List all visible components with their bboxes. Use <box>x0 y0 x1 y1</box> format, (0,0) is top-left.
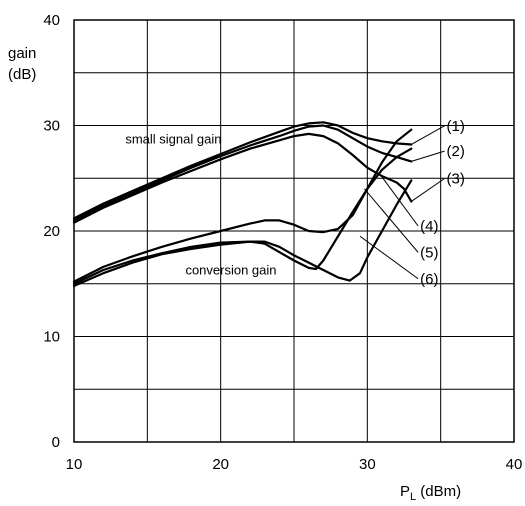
x-axis-label: PL (dBm) <box>400 483 461 503</box>
label-leader <box>411 150 445 162</box>
y-tick-label: 20 <box>43 223 60 240</box>
x-axis-label-subscript: L <box>410 491 416 503</box>
curve-label: (4) <box>420 218 438 235</box>
label-leader <box>411 125 445 145</box>
y-tick-label: 0 <box>52 434 60 451</box>
tick-labels: 10 20 30 40 0 10 20 30 40 <box>43 12 522 473</box>
x-tick-label: 20 <box>212 456 229 473</box>
series-line <box>72 121 413 220</box>
x-axis-label-main: P <box>400 483 410 500</box>
y-tick-label: 10 <box>43 329 60 346</box>
y-axis-label-line1: gain <box>8 45 36 62</box>
x-tick-label: 40 <box>506 456 523 473</box>
curve-label: (3) <box>447 171 465 188</box>
curve-annotation: small signal gain <box>125 131 221 146</box>
x-axis-label-unit: (dBm) <box>416 483 461 500</box>
series-line <box>72 124 413 222</box>
label-leader <box>378 172 419 227</box>
label-leader <box>364 188 419 253</box>
curve-label: (2) <box>447 143 465 160</box>
curve-label: (6) <box>420 271 438 288</box>
label-leaders <box>359 125 445 280</box>
label-leader <box>411 178 445 202</box>
annotations: small signal gain conversion gain (1) (2) (3… <box>125 118 465 288</box>
grid <box>73 19 515 443</box>
curve-annotation: conversion gain <box>185 262 276 277</box>
series-line <box>72 132 413 224</box>
x-tick-label: 10 <box>66 456 83 473</box>
y-tick-label: 40 <box>43 12 60 29</box>
label-leader <box>359 235 419 280</box>
plot-frame <box>73 19 515 443</box>
x-tick-label: 30 <box>359 456 376 473</box>
series-group <box>72 121 413 287</box>
series-line <box>72 179 413 287</box>
y-tick-label: 30 <box>43 118 60 135</box>
y-axis-label-line2: (dB) <box>8 66 36 83</box>
curve-label: (5) <box>420 244 438 261</box>
curve-label: (1) <box>447 118 465 135</box>
